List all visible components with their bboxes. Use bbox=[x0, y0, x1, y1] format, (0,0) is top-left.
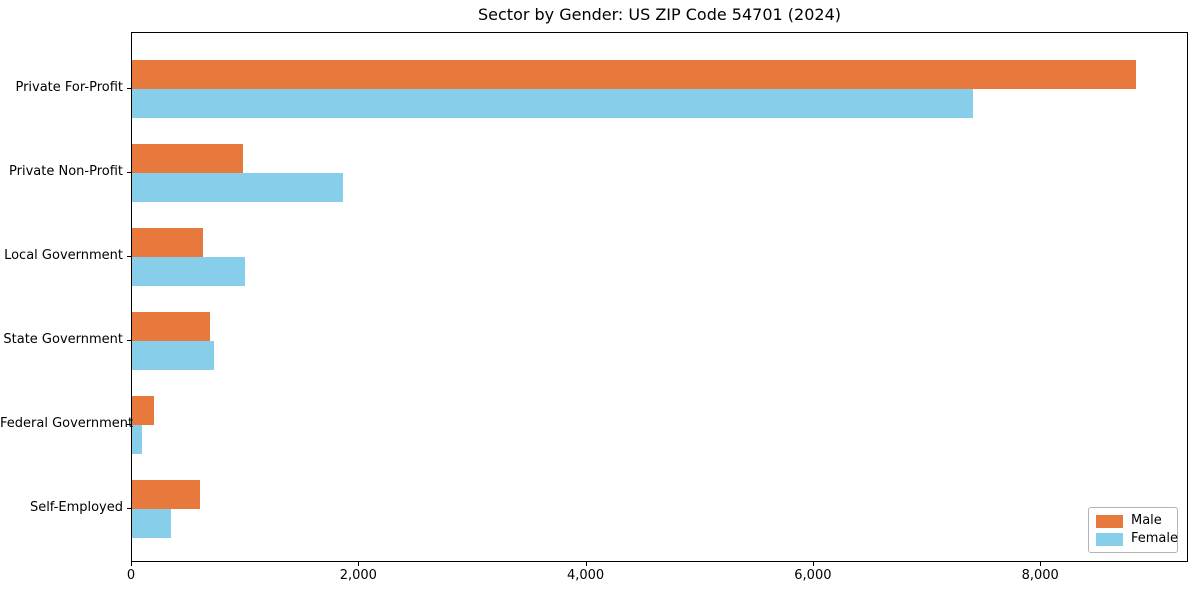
y-tick-label: Local Government bbox=[4, 248, 123, 263]
bar-female-5 bbox=[132, 425, 143, 454]
bar-male-6 bbox=[132, 480, 201, 509]
x-tick-label: 8,000 bbox=[1021, 568, 1059, 583]
x-tick-label: 4,000 bbox=[566, 568, 605, 583]
x-tick-label: 2,000 bbox=[339, 568, 377, 583]
y-tick-mark bbox=[127, 340, 131, 341]
bar-male-3 bbox=[132, 228, 203, 257]
legend-label: Male bbox=[1131, 513, 1162, 528]
bar-female-2 bbox=[132, 173, 344, 202]
y-tick-mark bbox=[127, 88, 131, 89]
legend-label: Female bbox=[1131, 531, 1179, 546]
x-tick-mark bbox=[812, 562, 814, 566]
bar-male-1 bbox=[132, 60, 1136, 89]
bar-male-5 bbox=[132, 396, 155, 425]
legend-entry-male: Male bbox=[1096, 514, 1170, 528]
y-tick-mark bbox=[127, 172, 131, 173]
bar-female-1 bbox=[132, 89, 974, 118]
legend-entry-female: Female bbox=[1096, 532, 1178, 546]
legend: Male Female bbox=[1088, 507, 1178, 553]
x-tick-label: 6,000 bbox=[794, 568, 832, 583]
x-tick-mark bbox=[585, 562, 587, 566]
y-tick-label: Private For-Profit bbox=[15, 80, 123, 95]
y-tick-mark bbox=[127, 256, 131, 257]
bar-female-4 bbox=[132, 341, 214, 370]
plot-area bbox=[131, 32, 1188, 562]
y-tick-mark bbox=[127, 508, 131, 509]
x-tick-mark bbox=[131, 562, 132, 566]
bar-female-3 bbox=[132, 257, 245, 286]
x-tick-mark bbox=[1040, 562, 1042, 566]
y-tick-label: State Government bbox=[3, 332, 123, 347]
legend-swatch-male bbox=[1096, 514, 1123, 528]
x-tick-mark bbox=[358, 562, 360, 566]
y-tick-label: Self-Employed bbox=[29, 500, 123, 515]
y-tick-label: Federal Government bbox=[0, 416, 134, 431]
bar-female-6 bbox=[132, 509, 172, 538]
y-tick-label: Private Non-Profit bbox=[9, 164, 123, 179]
legend-swatch-female bbox=[1096, 532, 1123, 546]
chart-title: Sector by Gender: US ZIP Code 54701 (202… bbox=[478, 5, 841, 24]
bar-male-2 bbox=[132, 144, 244, 173]
y-tick-mark bbox=[127, 424, 131, 425]
x-tick-label: 0 bbox=[126, 568, 136, 583]
bar-male-4 bbox=[132, 312, 211, 341]
